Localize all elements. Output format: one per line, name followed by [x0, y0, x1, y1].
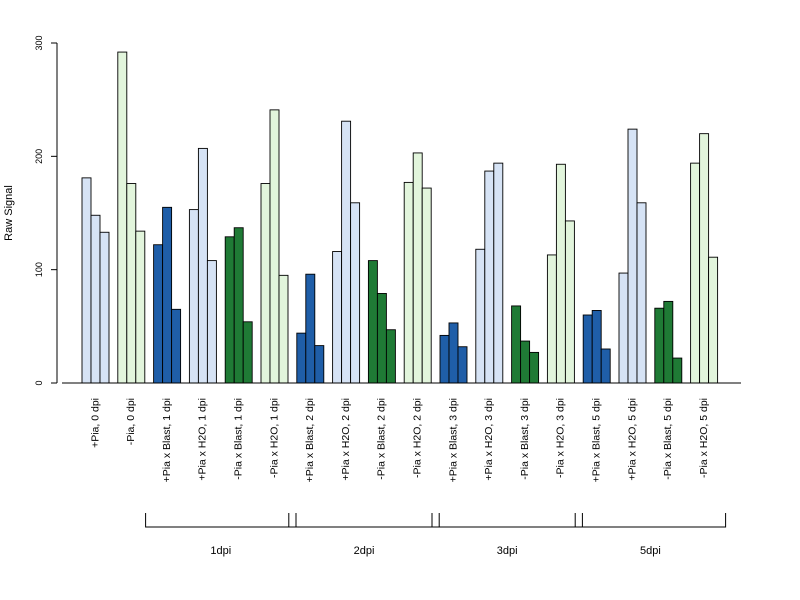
bar	[350, 202, 361, 384]
bar	[385, 329, 396, 384]
group-bracket	[431, 513, 583, 528]
bar	[457, 346, 468, 384]
bar	[260, 183, 271, 384]
y-tick-label: 0	[34, 380, 44, 385]
bar	[663, 300, 674, 384]
bar	[224, 236, 235, 384]
bar	[672, 357, 683, 384]
x-tick-label: -Pia x H2O, 5 dpi	[698, 398, 710, 478]
bar	[242, 321, 253, 384]
bar	[600, 348, 611, 384]
bar	[699, 133, 710, 384]
bar	[591, 310, 602, 384]
bar	[278, 274, 289, 384]
group-label: 5dpi	[640, 545, 661, 557]
bar	[233, 227, 244, 384]
bar	[439, 334, 450, 384]
x-tick-label: -Pia x H2O, 2 dpi	[411, 398, 423, 478]
x-tick-label: +Pia x Blast, 3 dpi	[447, 398, 459, 482]
x-tick-label: -Pia x Blast, 5 dpi	[662, 398, 674, 480]
group-bracket	[574, 513, 727, 528]
bar	[99, 231, 110, 384]
y-axis: 0 100 200 300	[34, 35, 58, 386]
bar	[708, 256, 719, 384]
y-tick-label: 200	[34, 149, 44, 164]
y-axis-title: Raw Signal	[3, 185, 15, 241]
bar	[511, 305, 522, 384]
x-tick-label: +Pia, 0 dpi	[89, 398, 101, 448]
x-tick-label: -Pia x H2O, 1 dpi	[268, 398, 280, 478]
bar	[654, 307, 665, 384]
group-label: 3dpi	[497, 545, 518, 557]
bar	[636, 202, 647, 384]
bar	[367, 260, 378, 384]
bar	[412, 152, 423, 384]
x-tick-label: +Pia x H2O, 2 dpi	[340, 398, 352, 481]
bar	[135, 230, 146, 384]
bar	[305, 273, 316, 384]
bar	[117, 51, 128, 384]
x-tick-label: +Pia x Blast, 1 dpi	[161, 398, 173, 482]
bar	[376, 293, 387, 384]
group-bracket	[288, 513, 440, 528]
y-tick-label: 300	[34, 35, 44, 50]
bar	[81, 177, 92, 384]
bar	[529, 351, 540, 384]
bar	[341, 120, 352, 384]
bar	[162, 206, 173, 384]
x-tick-label: -Pia x Blast, 2 dpi	[376, 398, 388, 480]
x-tick-label: -Pia x H2O, 3 dpi	[555, 398, 567, 478]
bar	[171, 308, 182, 384]
bar	[188, 209, 199, 384]
bar	[448, 322, 459, 384]
x-tick-label: +Pia x Blast, 5 dpi	[590, 398, 602, 482]
x-tick-label: -Pia, 0 dpi	[125, 398, 137, 445]
bar	[627, 128, 638, 384]
bar	[564, 220, 575, 384]
x-tick-label: +Pia x H2O, 5 dpi	[626, 398, 638, 481]
bar	[153, 244, 164, 384]
bar	[197, 147, 208, 384]
bar	[493, 162, 504, 384]
bar	[269, 109, 280, 384]
bar	[520, 340, 531, 384]
bars	[81, 51, 719, 384]
bar	[421, 187, 432, 384]
bar	[314, 345, 325, 384]
x-tick-label: -Pia x Blast, 3 dpi	[519, 398, 531, 480]
bar	[206, 260, 217, 384]
x-tick-label: +Pia x Blast, 2 dpi	[304, 398, 316, 482]
bar	[690, 162, 701, 384]
bar	[403, 181, 414, 384]
bar	[296, 332, 307, 384]
group-brackets: 1dpi 2dpi 3dpi 5dpi	[145, 513, 727, 557]
bar	[618, 272, 629, 384]
x-tick-label: +Pia x H2O, 3 dpi	[483, 398, 495, 481]
bar	[582, 314, 593, 384]
bar	[546, 254, 557, 384]
x-tick-label: +Pia x H2O, 1 dpi	[197, 398, 209, 481]
bar	[555, 163, 566, 384]
group-label: 2dpi	[354, 545, 375, 557]
group-bracket	[145, 513, 297, 528]
bar	[90, 214, 101, 384]
group-label: 1dpi	[210, 545, 231, 557]
bar	[332, 251, 343, 384]
bar	[475, 248, 486, 384]
bar	[126, 183, 137, 384]
y-tick-label: 100	[34, 262, 44, 277]
x-tick-labels: +Pia, 0 dpi -Pia, 0 dpi +Pia x Blast, 1 dp…	[89, 398, 710, 482]
x-tick-label: -Pia x Blast, 1 dpi	[232, 398, 244, 480]
bar	[484, 170, 495, 384]
